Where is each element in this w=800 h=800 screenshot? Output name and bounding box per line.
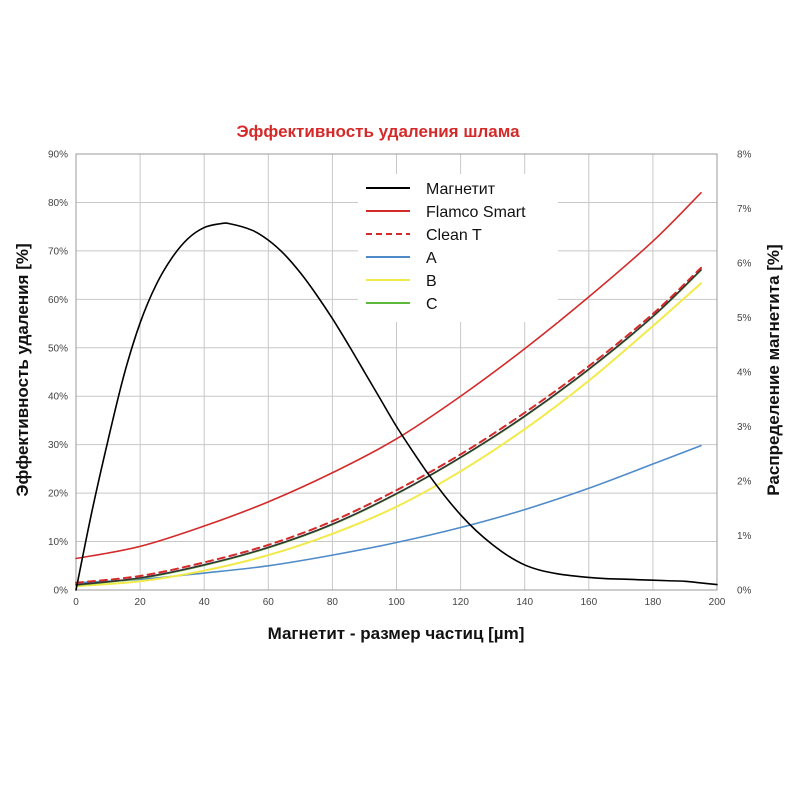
x-tick-label: 140 [516, 597, 533, 608]
y2-tick-label: 1% [737, 531, 752, 542]
series-line-магнетит [75, 222, 718, 591]
y-tick-label: 30% [48, 440, 68, 451]
series-line-a [75, 444, 702, 584]
series-line-clean-t [75, 266, 702, 584]
y-tick-label: 70% [48, 246, 68, 257]
x-tick-label: 0 [73, 597, 79, 608]
x-axis-label: Магнетит - размер частиц [µm] [268, 624, 525, 643]
x-tick-label: 60 [263, 597, 275, 608]
y-tick-label: 60% [48, 295, 68, 306]
y2-tick-label: 4% [737, 368, 752, 379]
chart-title: Эффективность удаления шлама [236, 122, 520, 141]
legend-label: C [426, 296, 438, 313]
x-tick-label: 120 [452, 597, 469, 608]
y-axis-label: Эффективность удаления [%] [13, 243, 32, 496]
y2-tick-label: 0% [737, 586, 752, 597]
legend-label: Flamco Smart [426, 204, 526, 221]
legend-label: Clean T [426, 227, 482, 244]
y2-tick-label: 3% [737, 422, 752, 433]
legend-label: A [426, 250, 437, 267]
y2-tick-label: 6% [737, 259, 752, 270]
x-tick-label: 80 [327, 597, 339, 608]
y-tick-label: 0% [54, 586, 69, 597]
tick-labels: 0 20 40 60 80 100 120 140 160 180 200 0% 10% 20% 30% 40… [48, 150, 752, 609]
y2-tick-label: 7% [737, 204, 752, 215]
y2-tick-label: 2% [737, 477, 752, 488]
x-tick-label: 160 [580, 597, 597, 608]
legend-label: B [426, 273, 437, 290]
legend: Магнетит Flamco Smart Clean T ABC [358, 174, 558, 322]
series-line-b [75, 282, 702, 588]
plot-frame [75, 153, 718, 591]
x-tick-label: 100 [388, 597, 405, 608]
y2-tick-label: 5% [737, 313, 752, 324]
legend-box [358, 174, 558, 322]
y-tick-label: 50% [48, 343, 68, 354]
series-line-flamco-smart [75, 191, 702, 560]
x-tick-label: 40 [199, 597, 211, 608]
x-tick-label: 20 [135, 597, 147, 608]
y-tick-label: 20% [48, 489, 68, 500]
series-line-unlabeled [75, 268, 702, 586]
y2-axis-label: Распределение магнетита [%] [764, 244, 783, 495]
y-tick-label: 80% [48, 198, 68, 209]
x-tick-label: 180 [645, 597, 662, 608]
y-tick-label: 40% [48, 392, 68, 403]
series-lines [75, 191, 718, 591]
y-tick-label: 10% [48, 537, 68, 548]
y2-tick-label: 8% [737, 150, 752, 161]
legend-label: Магнетит [426, 181, 496, 198]
y-tick-label: 90% [48, 150, 68, 161]
x-tick-label: 200 [709, 597, 726, 608]
